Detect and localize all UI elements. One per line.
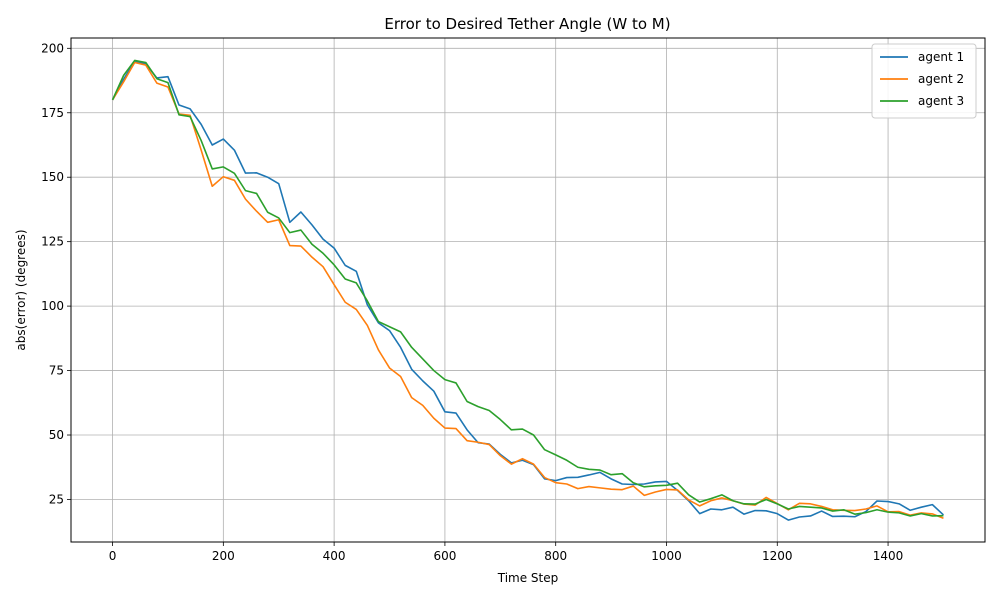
y-tick-label: 125 — [41, 235, 64, 249]
y-tick-label: 175 — [41, 106, 64, 120]
series-line-agent-1 — [111, 60, 944, 521]
x-tick-label: 800 — [544, 549, 567, 563]
legend-label: agent 2 — [918, 72, 964, 86]
y-tick-label: 75 — [49, 364, 64, 378]
x-tick-label: 1400 — [873, 549, 904, 563]
series-line-agent-3 — [111, 59, 944, 517]
x-tick-label: 1200 — [762, 549, 793, 563]
legend-label: agent 3 — [918, 94, 964, 108]
x-tick-label: 0 — [109, 549, 117, 563]
series-line-agent-2 — [111, 61, 944, 520]
axis-ticks: 0 200 400 600 800 1000 1200 1400 25 50 75 100 125 150… — [41, 41, 903, 563]
y-tick-label: 150 — [41, 170, 64, 184]
y-tick-label: 50 — [49, 428, 64, 442]
series-lines — [111, 59, 944, 521]
legend-box — [871, 43, 977, 119]
x-tick-label: 1000 — [651, 549, 682, 563]
y-tick-label: 200 — [41, 41, 64, 55]
plot-frame — [70, 37, 986, 543]
x-tick-label: 600 — [433, 549, 456, 563]
x-tick-label: 400 — [323, 549, 346, 563]
legend: agent 1 agent 2 agent 3 — [871, 43, 977, 119]
y-tick-label: 100 — [41, 299, 64, 313]
y-tick-label: 25 — [49, 492, 64, 506]
grid-lines — [71, 38, 985, 542]
y-axis-label: abs(error) (degrees) — [14, 229, 28, 350]
legend-label: agent 1 — [918, 50, 964, 64]
x-axis-label: Time Step — [497, 571, 559, 585]
chart-title: Error to Desired Tether Angle (W to M) — [384, 15, 670, 33]
x-tick-label: 200 — [212, 549, 235, 563]
